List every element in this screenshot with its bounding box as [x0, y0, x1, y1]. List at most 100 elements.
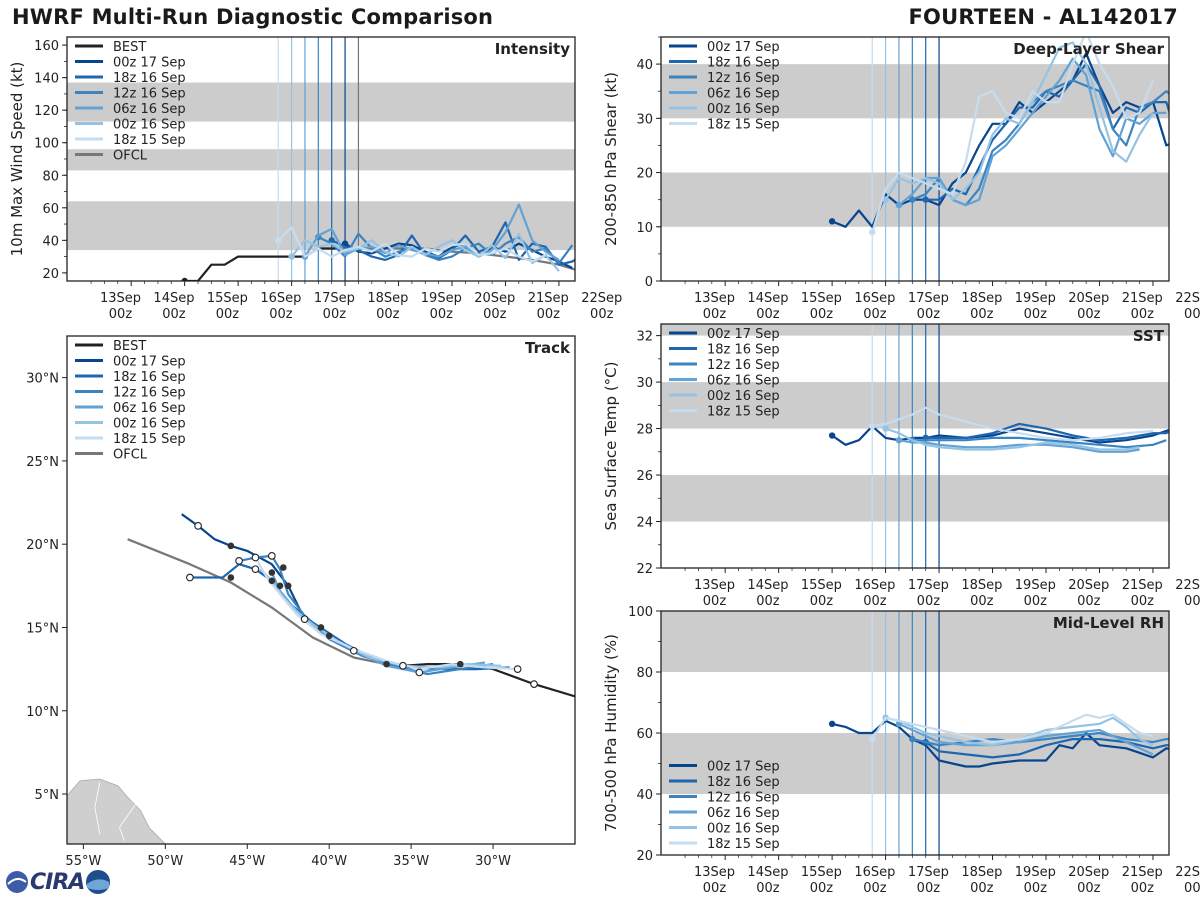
sst-panel-title: SST: [1133, 327, 1165, 345]
sst-x-tick-label-hour: 00z: [1077, 594, 1101, 609]
rh-x-tick-label-day: 19Sep: [1015, 865, 1056, 880]
intensity-init-marker: [288, 253, 295, 260]
intensity-threshold-band: [67, 149, 575, 171]
shear-y-tick-label: 40: [636, 58, 653, 73]
intensity-x-tick-label-day: 20Sep: [474, 291, 515, 306]
intensity-x-tick-label-hour: 00z: [430, 307, 454, 322]
shear-x-tick-label-day: 17Sep: [908, 291, 949, 306]
sst-series-line: [912, 436, 1167, 449]
track-marker-filled: [268, 577, 276, 585]
cira-logo: CIRA: [4, 866, 112, 898]
track-line: [189, 563, 510, 671]
intensity-y-tick-label: 140: [34, 72, 59, 87]
sst-x-tick-label-day: 15Sep: [801, 578, 842, 593]
track-legend-label: OFCL: [113, 448, 148, 463]
intensity-series-line: [184, 247, 346, 281]
intensity-x-tick-label-hour: 00z: [109, 307, 133, 322]
track-marker-open: [251, 553, 260, 562]
intensity-x-tick-label-hour: 00z: [323, 307, 347, 322]
intensity-legend-label: 06z 16 Sep: [113, 102, 186, 117]
intensity-y-tick-label: 80: [42, 169, 59, 184]
sst-x-tick-label-hour: 00z: [756, 594, 780, 609]
shear-x-tick-label-hour: 00z: [917, 307, 941, 322]
sst-threshold-band: [661, 382, 1169, 429]
rh-y-tick-label: 60: [636, 727, 653, 742]
rh-x-tick-label-hour: 00z: [810, 881, 834, 896]
intensity-x-tick-label-day: 19Sep: [421, 291, 462, 306]
sst-x-tick-label-hour: 00z: [1131, 594, 1155, 609]
track-marker-filled: [268, 569, 276, 576]
intensity-y-tick-label: 100: [34, 137, 59, 152]
sst-x-tick-label-hour: 00z: [810, 594, 834, 609]
shear-x-tick-label-day: 20Sep: [1068, 291, 1109, 306]
sst-x-tick-label-day: 19Sep: [1015, 578, 1056, 593]
rh-x-tick-label-day: 15Sep: [801, 865, 842, 880]
intensity-legend-label: 18z 15 Sep: [113, 133, 186, 148]
sst-x-tick-label-day: 16Sep: [854, 578, 895, 593]
track-x-tick-label: 30°W: [475, 854, 511, 869]
sst-legend-label: 18z 15 Sep: [707, 405, 780, 420]
rh-x-tick-label-hour: 00z: [970, 881, 994, 896]
shear-panel-title: Deep-Layer Shear: [1013, 40, 1164, 58]
intensity-x-tick-label-hour: 00z: [376, 307, 400, 322]
sst-x-tick-label-hour: 00z: [863, 594, 887, 609]
track-marker-filled: [317, 624, 325, 631]
track-y-tick-label: 10°N: [26, 705, 59, 720]
track-x-tick-label: 55°W: [65, 854, 101, 869]
rh-y-axis-label: 700-500 hPa Humidity (%): [602, 634, 620, 832]
cira-logo-text: CIRA: [30, 869, 85, 895]
intensity-x-tick-label-hour: 00z: [483, 307, 507, 322]
track-legend-label: BEST: [113, 339, 146, 354]
sst-y-tick-label: 28: [636, 423, 653, 438]
rh-legend-label: 00z 16 Sep: [707, 822, 780, 837]
track-marker-filled: [227, 574, 235, 581]
sst-legend-label: 18z 16 Sep: [707, 343, 780, 358]
sst-frame: [660, 323, 1170, 569]
sst-series-line: [872, 406, 1154, 442]
rh-y-tick-label: 100: [628, 605, 653, 620]
sst-x-tick-label-hour: 00z: [1184, 594, 1200, 609]
sst-series-line: [898, 439, 1140, 453]
rh-x-tick-label-hour: 00z: [756, 881, 780, 896]
shear-x-tick-label-hour: 00z: [1077, 307, 1101, 322]
shear-init-marker: [922, 196, 929, 203]
intensity-y-tick-label: 120: [34, 104, 59, 119]
sst-init-marker: [882, 425, 889, 432]
rh-x-tick-label-day: 17Sep: [908, 865, 949, 880]
track-legend-label: 18z 16 Sep: [113, 370, 186, 385]
rh-x-tick-label-hour: 00z: [1077, 881, 1101, 896]
track-x-tick-label: 50°W: [147, 854, 183, 869]
rh-y-tick-label: 80: [636, 666, 653, 681]
intensity-legend-label: 12z 16 Sep: [113, 87, 186, 102]
intensity-x-tick-label-day: 13Sep: [100, 291, 141, 306]
rh-series-line: [925, 737, 1169, 759]
intensity-legend-label: 00z 16 Sep: [113, 118, 186, 133]
shear-x-tick-label-day: 22Sep: [1175, 291, 1200, 306]
shear-x-tick-label-day: 16Sep: [854, 291, 895, 306]
track-marker-open: [235, 557, 243, 565]
rh-x-tick-label-day: 20Sep: [1068, 865, 1109, 880]
track-panel-title: Track: [525, 339, 571, 357]
intensity-x-tick-label-hour: 00z: [269, 307, 293, 322]
shear-init-marker: [895, 201, 903, 209]
intensity-series-line: [331, 221, 575, 266]
track-marker-filled: [276, 582, 284, 590]
rh-x-tick-label-hour: 00z: [917, 881, 941, 896]
shear-x-tick-label-day: 19Sep: [1015, 291, 1056, 306]
track-x-tick-label: 45°W: [229, 854, 265, 869]
rh-x-tick-label-hour: 00z: [1131, 881, 1155, 896]
figure-title: HWRF Multi-Run Diagnostic Comparison: [12, 5, 494, 29]
rh-init-marker: [909, 735, 916, 743]
track-legend-label: 06z 16 Sep: [113, 401, 186, 416]
rh-x-tick-label-day: 16Sep: [854, 865, 895, 880]
track-marker-filled: [456, 660, 464, 668]
south-america-landmass: [67, 778, 166, 844]
track-y-tick-label: 5°N: [35, 788, 60, 803]
shear-init-marker: [828, 218, 836, 225]
sst-threshold-band: [661, 324, 1169, 336]
shear-y-tick-label: 0: [645, 275, 653, 290]
intensity-series-line: [277, 226, 547, 263]
sst-y-tick-label: 24: [636, 516, 653, 531]
sst-y-tick-label: 26: [636, 469, 653, 484]
shear-x-tick-label-hour: 00z: [756, 307, 780, 322]
